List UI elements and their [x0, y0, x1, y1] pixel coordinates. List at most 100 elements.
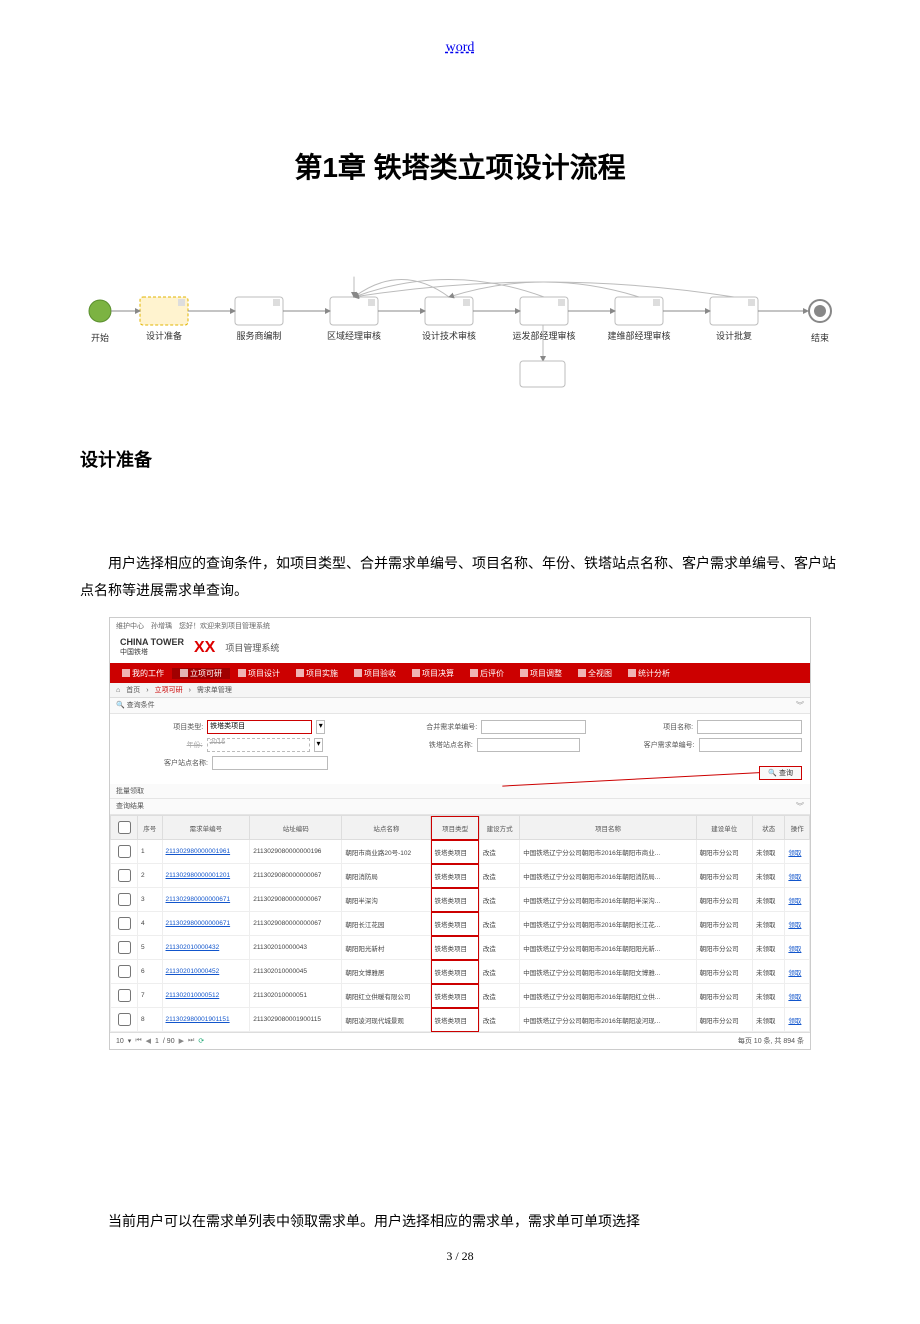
dropdown-icon[interactable]: ▾	[314, 738, 323, 752]
ss-filter-area: 项目类型: 铁塔类项目 ▾ 合并需求单编号: 项目名称: 年份: 2016 ▾ …	[110, 714, 810, 784]
pager-next[interactable]: ▶	[179, 1037, 184, 1045]
pager-page[interactable]: 1	[155, 1038, 159, 1045]
cell: 朝阳市分公司	[696, 864, 752, 888]
input-cust-site[interactable]	[212, 756, 328, 770]
nav-label: 项目实施	[306, 668, 338, 679]
cell	[111, 912, 138, 936]
table-row: 82113029800019011512113029080001900115朝阳…	[111, 1008, 810, 1032]
header-link[interactable]: word	[80, 40, 840, 56]
cell[interactable]: 领取	[785, 888, 810, 912]
nav-label: 后评价	[480, 668, 504, 679]
row-checkbox[interactable]	[118, 989, 131, 1002]
batch-panel-title[interactable]: 批量领取	[116, 786, 144, 796]
home-icon[interactable]: ⌂	[116, 687, 120, 694]
label-year: 年份:	[160, 740, 203, 750]
cell: 211302010000043	[250, 936, 342, 960]
nav-item-5[interactable]: 项目决算	[404, 668, 462, 679]
cell[interactable]: 211302980000000671	[162, 912, 250, 936]
row-checkbox[interactable]	[118, 917, 131, 930]
nav-item-3[interactable]: 项目实施	[288, 668, 346, 679]
flowchart-diagram: 开始 设计准备服务商编制区域经理审核设计技术审核运发部经理审核建维部经理审核设计…	[80, 241, 840, 401]
cell: 中国铁塔辽宁分公司朝阳市2016年朝阳阳光新...	[520, 936, 696, 960]
nav-item-6[interactable]: 后评价	[462, 668, 512, 679]
cell: 朝阳市分公司	[696, 1008, 752, 1032]
cell: 7	[138, 984, 163, 1008]
bc-level2[interactable]: 需求单管理	[197, 685, 232, 695]
nav-item-2[interactable]: 项目设计	[230, 668, 288, 679]
cell: 铁塔类项目	[431, 936, 479, 960]
input-tower-site[interactable]	[477, 738, 580, 752]
input-project-type[interactable]: 铁塔类项目	[207, 720, 312, 734]
cell[interactable]: 领取	[785, 936, 810, 960]
cell[interactable]: 领取	[785, 912, 810, 936]
row-checkbox[interactable]	[118, 941, 131, 954]
cell	[111, 960, 138, 984]
pager-first[interactable]: ⏮	[135, 1037, 141, 1045]
pager-summary: 每页 10 条, 共 894 条	[738, 1036, 804, 1046]
pager-prev[interactable]: ◀	[146, 1037, 151, 1045]
nav-item-9[interactable]: 统计分析	[620, 668, 678, 679]
svg-text:建维部经理审核: 建维部经理审核	[607, 330, 670, 341]
page-size[interactable]: 10	[116, 1038, 124, 1045]
cell: 朝阳市分公司	[696, 888, 752, 912]
cell[interactable]: 领取	[785, 864, 810, 888]
row-checkbox[interactable]	[118, 965, 131, 978]
cell[interactable]: 211302980000000671	[162, 888, 250, 912]
label-proj-name: 项目名称:	[648, 722, 693, 732]
cell	[111, 888, 138, 912]
ss-logo-cn: 中国铁塔	[120, 647, 184, 657]
cell[interactable]: 领取	[785, 960, 810, 984]
table-row: 5211302010000432211302010000043朝阳阳光新村铁塔类…	[111, 936, 810, 960]
row-checkbox[interactable]	[118, 845, 131, 858]
cell: 中国铁塔辽宁分公司朝阳市2016年朝阳半深沟...	[520, 888, 696, 912]
cell: 6	[138, 960, 163, 984]
dropdown-icon[interactable]: ▾	[316, 720, 325, 734]
row-checkbox[interactable]	[118, 869, 131, 882]
bc-home[interactable]: 首页	[126, 685, 140, 695]
cell[interactable]: 211302010000512	[162, 984, 250, 1008]
cell: 中国铁塔辽宁分公司朝阳市2016年朝阳红立供...	[520, 984, 696, 1008]
pager-refresh-icon[interactable]: ⟳	[198, 1037, 204, 1045]
nav-label: 立项可研	[190, 668, 222, 679]
cell: 未领取	[752, 936, 784, 960]
nav-item-8[interactable]: 全视图	[570, 668, 620, 679]
cell: 211302010000051	[250, 984, 342, 1008]
nav-item-4[interactable]: 项目验收	[346, 668, 404, 679]
cell[interactable]: 领取	[785, 1008, 810, 1032]
row-checkbox[interactable]	[118, 893, 131, 906]
cell[interactable]: 领取	[785, 840, 810, 864]
input-proj-name[interactable]	[697, 720, 802, 734]
row-checkbox[interactable]	[118, 1013, 131, 1026]
input-cust-req[interactable]	[699, 738, 802, 752]
nav-icon	[628, 669, 636, 677]
nav-item-1[interactable]: 立项可研	[172, 668, 230, 679]
cell: 未领取	[752, 888, 784, 912]
input-merge-req[interactable]	[481, 720, 586, 734]
col-header: 项目类型	[431, 816, 479, 840]
cell[interactable]: 211302980000001961	[162, 840, 250, 864]
cell[interactable]: 211302010000452	[162, 960, 250, 984]
cell[interactable]: 领取	[785, 984, 810, 1008]
nav-icon	[296, 669, 304, 677]
cell[interactable]: 211302980000001201	[162, 864, 250, 888]
input-year[interactable]: 2016	[207, 738, 310, 752]
collapse-icon[interactable]: ︾	[796, 801, 804, 812]
cell: 朝阳市商业路20号-102	[342, 840, 431, 864]
nav-icon	[470, 669, 478, 677]
cell: 中国铁塔辽宁分公司朝阳市2016年朝阳凌河现...	[520, 1008, 696, 1032]
cell	[111, 840, 138, 864]
select-all-checkbox[interactable]	[118, 821, 131, 834]
pager-last[interactable]: ⏭	[188, 1037, 194, 1045]
cell: 朝阳市分公司	[696, 960, 752, 984]
table-row: 12113029800000019612113029080000000196朝阳…	[111, 840, 810, 864]
cell: 朝阳凌河现代城景观	[342, 1008, 431, 1032]
nav-label: 项目决算	[422, 668, 454, 679]
nav-item-7[interactable]: 项目调整	[512, 668, 570, 679]
query-button[interactable]: 🔍 查询	[759, 766, 802, 780]
cell[interactable]: 211302980001901151	[162, 1008, 250, 1032]
bc-level1[interactable]: 立项可研	[155, 685, 183, 695]
cell: 4	[138, 912, 163, 936]
nav-item-0[interactable]: 我的工作	[114, 668, 172, 679]
collapse-icon[interactable]: ︾	[796, 700, 804, 711]
cell[interactable]: 211302010000432	[162, 936, 250, 960]
